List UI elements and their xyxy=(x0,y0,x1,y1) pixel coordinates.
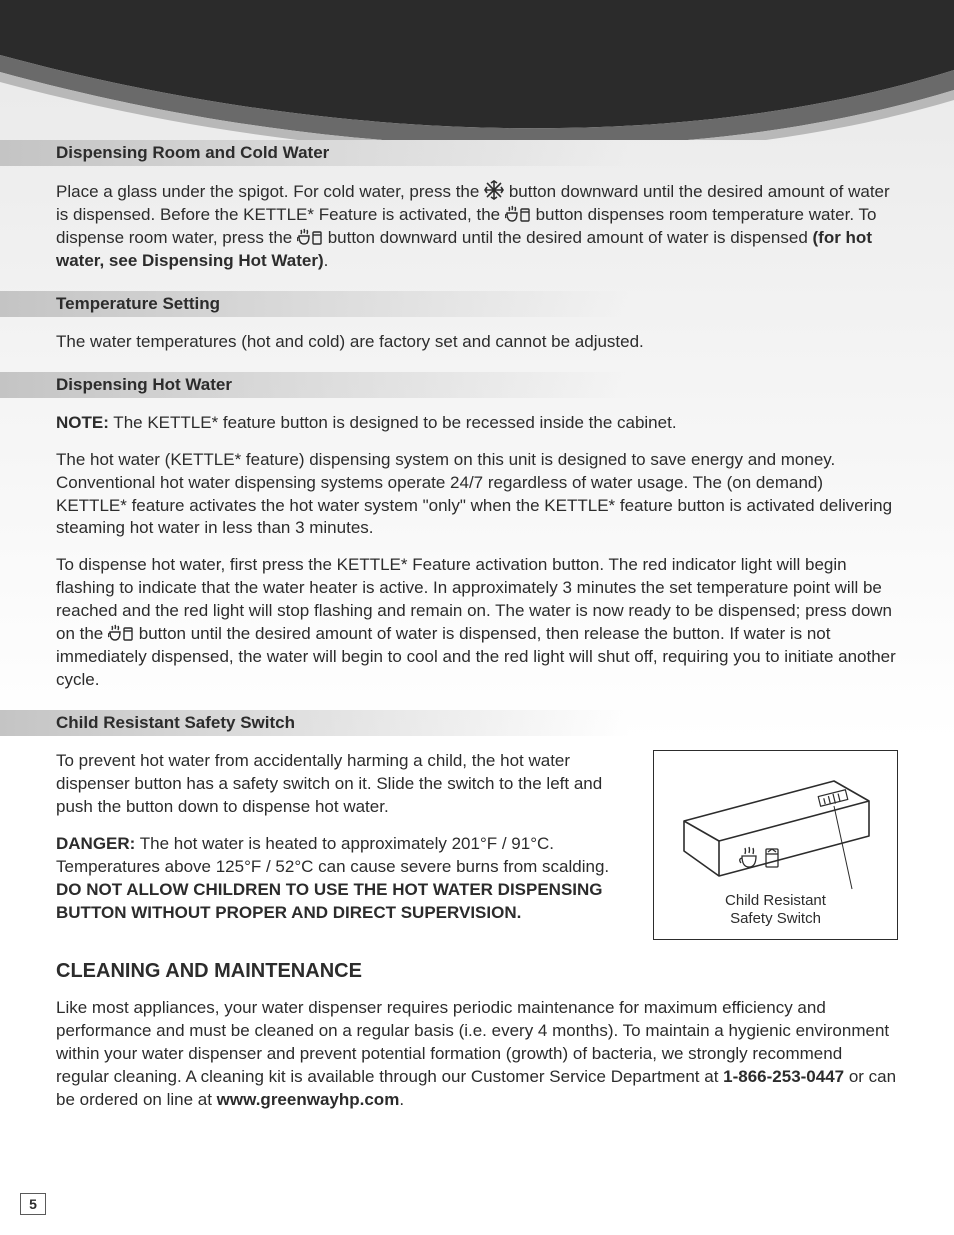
para-hot-2: To dispense hot water, first press the K… xyxy=(56,554,898,692)
note-label: NOTE: xyxy=(56,413,109,432)
snowflake-icon xyxy=(484,180,504,198)
page-number: 5 xyxy=(20,1193,46,1215)
child-switch-row: To prevent hot water from accidentally h… xyxy=(56,750,898,940)
heading-dispensing-room-cold: Dispensing Room and Cold Water xyxy=(0,140,898,166)
danger-label: DANGER: xyxy=(56,834,135,853)
para-cleaning: Like most appliances, your water dispens… xyxy=(56,997,898,1112)
phone-number: 1-866-253-0447 xyxy=(723,1067,844,1086)
page: Dispensing Room and Cold Water Place a g… xyxy=(0,0,954,1235)
hot-cup-icon xyxy=(505,205,531,223)
text: . xyxy=(324,251,329,270)
content-area: Dispensing Room and Cold Water Place a g… xyxy=(0,0,954,1112)
hot-cup-icon xyxy=(108,624,134,642)
para-room-cold: Place a glass under the spigot. For cold… xyxy=(56,180,898,273)
figure-caption: Child Resistant Safety Switch xyxy=(654,892,897,930)
heading-temp-setting: Temperature Setting xyxy=(0,291,898,317)
hot-cup-icon xyxy=(297,228,323,246)
para-child-1: To prevent hot water from accidentally h… xyxy=(56,750,629,819)
text: button until the desired amount of water… xyxy=(56,624,896,689)
figure-safety-switch: Child Resistant Safety Switch xyxy=(653,750,898,940)
text: button downward until the desired amount… xyxy=(328,228,813,247)
url-text: www.greenwayhp.com xyxy=(217,1090,400,1109)
caption-line2: Safety Switch xyxy=(730,910,821,927)
heading-cleaning: CLEANING AND MAINTENANCE xyxy=(56,960,898,983)
para-danger: DANGER: The hot water is heated to appro… xyxy=(56,833,629,925)
note-text: The KETTLE* feature button is designed t… xyxy=(109,413,677,432)
text: . xyxy=(399,1090,404,1109)
heading-child-switch: Child Resistant Safety Switch xyxy=(0,710,898,736)
para-hot-1: The hot water (KETTLE* feature) dispensi… xyxy=(56,449,898,541)
figure-frame: Child Resistant Safety Switch xyxy=(653,750,898,940)
danger-text: The hot water is heated to approximately… xyxy=(56,834,609,876)
text: Place a glass under the spigot. For cold… xyxy=(56,182,484,201)
para-temp-setting: The water temperatures (hot and cold) ar… xyxy=(56,331,898,354)
caption-line1: Child Resistant xyxy=(725,892,826,909)
para-note: NOTE: The KETTLE* feature button is desi… xyxy=(56,412,898,435)
child-switch-text-col: To prevent hot water from accidentally h… xyxy=(56,750,629,939)
heading-dispensing-hot: Dispensing Hot Water xyxy=(0,372,898,398)
danger-bold: DO NOT ALLOW CHILDREN TO USE THE HOT WAT… xyxy=(56,880,603,922)
